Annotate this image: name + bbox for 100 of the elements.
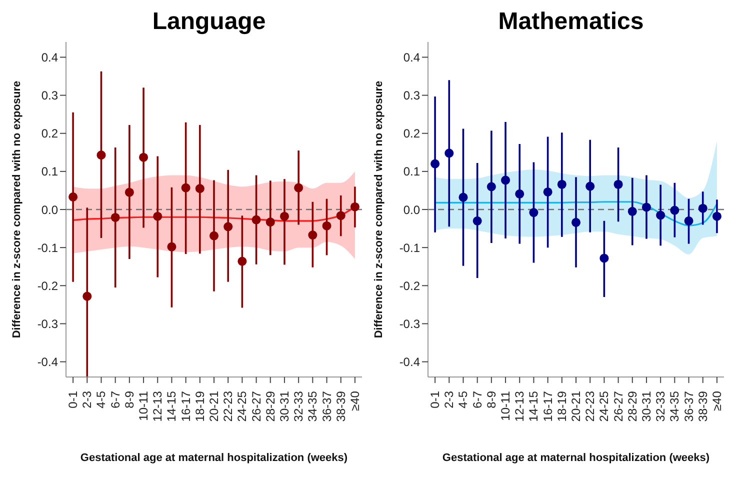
x-tick-label: 26-27	[611, 390, 626, 422]
point	[444, 148, 454, 158]
point	[557, 180, 566, 189]
point	[656, 210, 666, 220]
y-tick-label: -0.2	[399, 278, 420, 293]
y-tick-label: 0.3	[403, 88, 420, 103]
point	[153, 212, 162, 221]
y-tick-label: -0.4	[399, 355, 420, 370]
x-tick-label: 16-17	[540, 390, 555, 422]
point	[670, 206, 680, 215]
x-tick-label: 10-11	[136, 390, 151, 421]
point	[614, 180, 623, 189]
x-tick-label: 14-15	[164, 390, 179, 422]
y-tick-label: 0.1	[41, 164, 58, 179]
x-tick-label: 6-7	[108, 390, 122, 408]
point	[195, 184, 204, 194]
x-tick-label: 14-15	[526, 390, 541, 422]
y-tick-label: 0.2	[403, 126, 420, 141]
x-tick-label: 12-13	[512, 390, 527, 422]
x-axis-title: Gestational age at maternal hospitalization (weeks)	[80, 452, 348, 464]
x-tick-label: 38-39	[696, 390, 710, 422]
x-tick-label: 28-29	[625, 390, 640, 422]
x-tick-label: 28-29	[263, 390, 278, 422]
point	[472, 216, 482, 226]
x-tick-label: 30-31	[277, 390, 292, 422]
x-tick-label: 2-3	[442, 390, 456, 408]
y-tick-label: -0.1	[37, 240, 58, 255]
point	[571, 218, 581, 227]
x-tick-label: 30-31	[639, 390, 654, 422]
y-tick-label: -0.2	[37, 278, 58, 293]
x-tick-label: 32-33	[654, 390, 668, 422]
x-tick-label: ≥40	[710, 390, 724, 411]
x-tick-label: 16-17	[178, 390, 193, 422]
point	[224, 222, 233, 232]
point	[181, 183, 190, 192]
x-tick-label: 38-39	[334, 390, 348, 422]
x-tick-label: 26-27	[249, 390, 264, 422]
y-tick-label: -0.1	[399, 240, 420, 255]
x-tick-label: 24-25	[597, 390, 612, 422]
point	[430, 159, 440, 168]
y-tick-label: -0.4	[37, 355, 58, 370]
x-tick-label: 36-37	[682, 390, 696, 422]
point	[308, 230, 318, 240]
point	[698, 204, 708, 213]
point	[458, 192, 468, 202]
point	[266, 218, 275, 227]
x-axis-title: Gestational age at maternal hospitalization (weeks)	[442, 452, 710, 464]
x-tick-label: 12-13	[150, 390, 165, 422]
point	[280, 212, 289, 221]
x-tick-label: 34-35	[306, 390, 320, 422]
point	[486, 182, 496, 192]
point	[684, 216, 694, 226]
y-tick-label: 0.4	[41, 50, 58, 64]
point	[110, 212, 120, 222]
point	[238, 256, 247, 266]
y-tick-label: 0.3	[41, 88, 58, 103]
point	[96, 150, 106, 160]
x-tick-label: 6-7	[470, 390, 484, 408]
point	[322, 221, 332, 230]
x-tick-label: 20-21	[569, 390, 583, 422]
point	[252, 215, 261, 224]
x-tick-label: 22-23	[221, 390, 236, 422]
chart-title: Mathematics	[497, 8, 645, 37]
x-tick-label: 36-37	[320, 390, 334, 422]
x-tick-label: 2-3	[80, 390, 94, 408]
point	[712, 212, 722, 221]
y-tick-label: -0.3	[399, 316, 420, 331]
x-tick-label: 18-19	[554, 390, 569, 422]
x-tick-label: 32-33	[292, 390, 306, 422]
x-tick-label: 34-35	[668, 390, 682, 422]
point	[294, 183, 304, 192]
y-axis-title: Difference in z-score compared with no exposure	[372, 80, 385, 338]
x-tick-label: 0-1	[66, 390, 80, 408]
point	[515, 189, 524, 198]
point	[82, 292, 92, 301]
point	[350, 202, 360, 212]
point	[68, 192, 78, 202]
y-tick-label: 0.4	[403, 50, 420, 64]
x-tick-label: 0-1	[428, 390, 442, 408]
x-tick-label: 8-9	[484, 390, 498, 408]
point	[501, 176, 510, 185]
y-axis-title: Difference in z-score compared with no exposure	[10, 80, 23, 338]
x-tick-label: ≥40	[348, 390, 362, 411]
y-tick-label: 0.2	[41, 126, 58, 141]
y-tick-label: 0.0	[403, 202, 420, 217]
point	[124, 188, 134, 197]
point	[642, 202, 651, 212]
y-tick-label: -0.3	[37, 316, 58, 331]
y-tick-label: 0.1	[403, 164, 420, 179]
point	[336, 211, 346, 220]
x-tick-label: 24-25	[235, 390, 250, 422]
y-tick-label: 0.0	[41, 202, 58, 217]
x-tick-label: 4-5	[456, 390, 470, 408]
point	[139, 152, 148, 162]
x-tick-label: 22-23	[583, 390, 598, 422]
x-tick-label: 8-9	[122, 390, 136, 408]
x-tick-label: 4-5	[94, 390, 108, 408]
point	[209, 231, 219, 240]
point	[543, 187, 552, 196]
x-tick-label: 20-21	[207, 390, 221, 422]
